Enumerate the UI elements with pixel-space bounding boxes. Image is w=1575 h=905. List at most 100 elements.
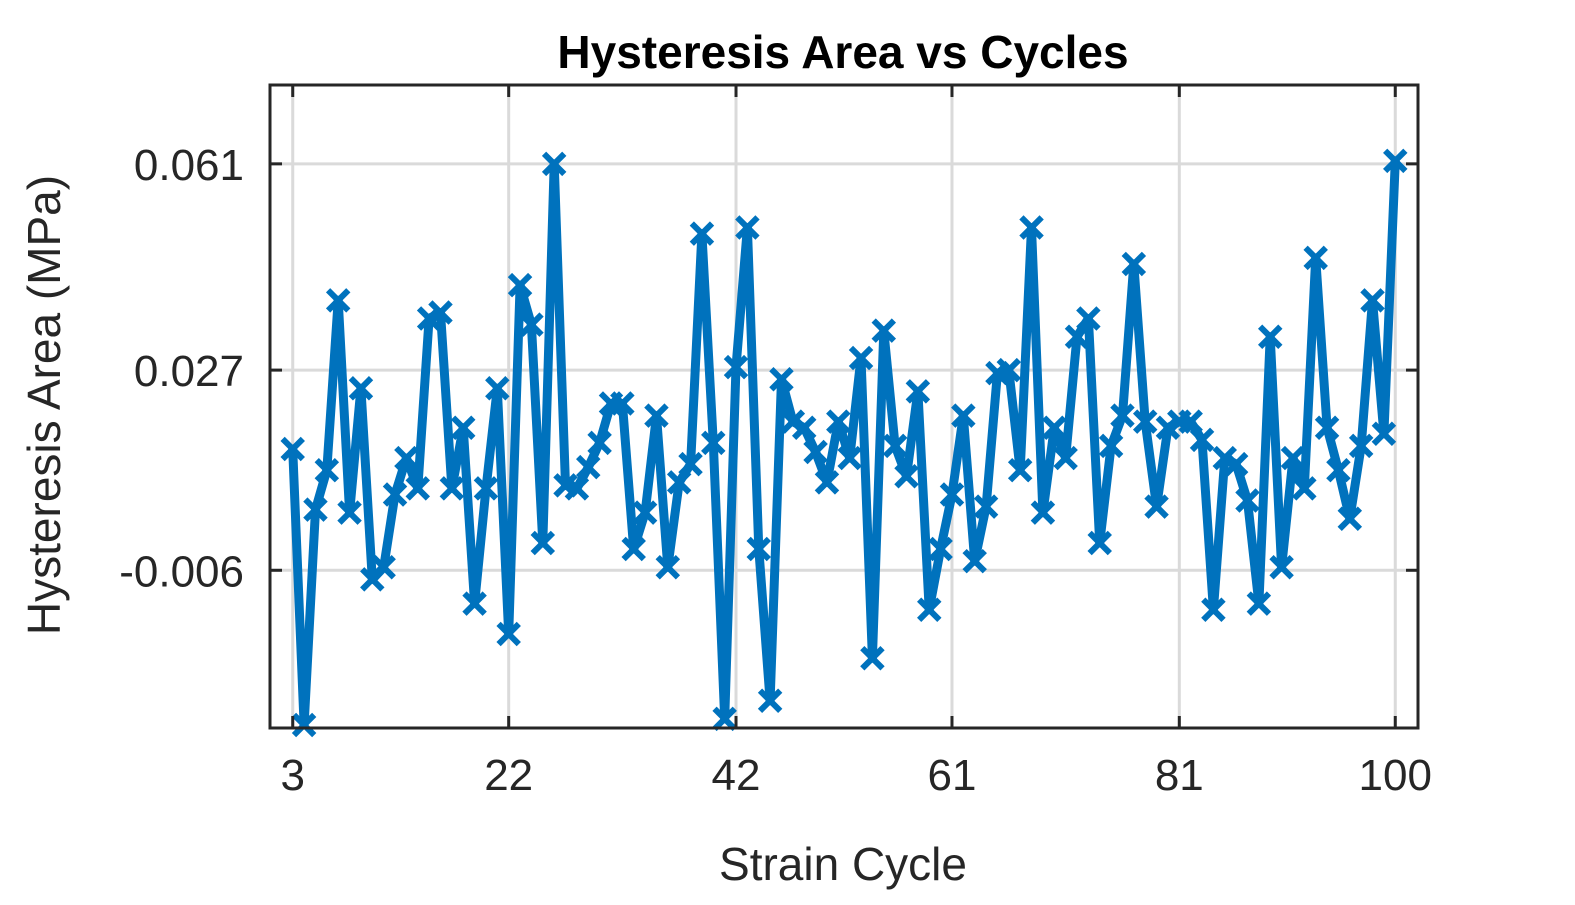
data-point-marker: [780, 409, 806, 434]
data-point-marker: [791, 415, 817, 440]
data-point-marker: [1007, 457, 1033, 483]
data-point-marker: [1121, 251, 1147, 277]
data-point-marker: [1178, 409, 1203, 434]
y-tick-label: 0.027: [134, 347, 244, 396]
data-point-marker: [621, 536, 646, 562]
data-point-marker: [325, 288, 351, 313]
data-point-marker: [1292, 476, 1317, 501]
data-point-marker: [1348, 433, 1374, 459]
data-point-marker: [1383, 148, 1408, 174]
data-point-marker: [439, 476, 465, 501]
x-tick-label: 61: [928, 751, 977, 800]
data-point-marker: [939, 482, 965, 507]
data-point-marker: [905, 379, 931, 404]
data-point-marker: [951, 403, 976, 428]
data-point-marker: [291, 712, 317, 738]
series-line: [288, 156, 1400, 730]
x-tick-label: 81: [1155, 751, 1204, 800]
data-point-marker: [530, 530, 556, 556]
data-point-marker: [519, 312, 544, 337]
data-point-marker: [757, 688, 783, 713]
data-point-marker: [814, 470, 840, 495]
data-point-marker: [303, 497, 328, 522]
data-point-marker: [496, 621, 521, 647]
data-point-marker: [462, 591, 487, 616]
data-point-marker: [1212, 445, 1238, 471]
data-point-marker: [917, 597, 942, 622]
data-point-marker: [1201, 597, 1226, 622]
data-point-marker: [1360, 288, 1385, 313]
data-point-marker: [1155, 415, 1181, 440]
data-point-marker: [1087, 530, 1112, 556]
data-series: [280, 148, 1408, 738]
data-point-marker: [1132, 409, 1158, 434]
data-point-marker: [848, 345, 874, 371]
data-point-marker: [1189, 427, 1215, 453]
data-point-marker: [485, 376, 510, 401]
data-point-marker: [837, 445, 862, 471]
data-point-marker: [1144, 494, 1169, 519]
data-point-marker: [1223, 451, 1249, 477]
data-point-marker: [564, 476, 590, 501]
plot-frame: [268, 83, 1420, 730]
data-point-marker: [1257, 324, 1283, 349]
data-point-marker: [678, 451, 703, 477]
data-point-marker: [1098, 433, 1124, 459]
y-tick-label: 0.061: [134, 141, 244, 190]
data-point-marker: [962, 548, 987, 574]
data-point-marker: [473, 476, 499, 501]
data-point-marker: [450, 415, 476, 440]
data-point-marker: [576, 454, 601, 480]
data-point-marker: [1053, 445, 1078, 471]
data-point-marker: [655, 555, 681, 580]
data-point-marker: [337, 500, 362, 525]
data-point-marker: [746, 536, 771, 562]
axis-ticks: 3 22 42 61 81 100 -0.006 0.027 0.061: [119, 85, 1432, 800]
data-point-marker: [1371, 421, 1397, 447]
data-point-marker: [405, 476, 431, 501]
data-point-marker: [541, 151, 567, 177]
data-point-marker: [996, 357, 1022, 383]
data-point-marker: [348, 376, 374, 401]
data-point-marker: [803, 439, 828, 465]
data-point-marker: [723, 354, 749, 380]
data-point-marker: [1246, 591, 1272, 616]
data-point-marker: [973, 494, 999, 519]
data-point-marker: [1064, 324, 1090, 349]
data-point-marker: [1042, 415, 1067, 440]
data-point-marker: [314, 457, 340, 483]
data-point-marker: [1110, 403, 1135, 428]
data-point-marker: [689, 221, 715, 246]
data-point-marker: [587, 430, 612, 456]
data-point-marker: [1076, 306, 1101, 331]
data-point-marker: [860, 645, 885, 671]
data-point-marker: [394, 445, 419, 471]
data-point-marker: [666, 470, 692, 495]
data-point-marker: [371, 555, 396, 580]
x-tick-label: 100: [1359, 751, 1432, 800]
data-point-marker: [1269, 555, 1294, 580]
data-point-marker: [1337, 506, 1363, 531]
data-point-marker: [1326, 457, 1351, 483]
data-point-marker: [1030, 500, 1056, 525]
data-point-marker: [416, 306, 442, 331]
data-point-marker: [894, 464, 919, 489]
data-point-marker: [382, 482, 408, 507]
data-point-marker: [871, 318, 897, 343]
y-tick-label: -0.006: [119, 547, 244, 596]
data-point-marker: [769, 366, 794, 392]
data-point-marker: [826, 409, 851, 434]
data-point-marker: [1303, 245, 1328, 271]
data-point-marker: [928, 536, 953, 562]
data-point-marker: [882, 433, 908, 459]
chart-title: Hysteresis Area vs Cycles: [557, 26, 1128, 78]
y-axis-label: Hysteresis Area (MPa): [18, 175, 70, 635]
data-point-marker: [1019, 215, 1044, 240]
data-point-marker: [507, 272, 533, 298]
data-point-marker: [632, 500, 658, 525]
x-axis-label: Strain Cycle: [719, 838, 967, 890]
x-tick-label: 22: [484, 751, 533, 800]
data-point-marker: [280, 436, 305, 462]
